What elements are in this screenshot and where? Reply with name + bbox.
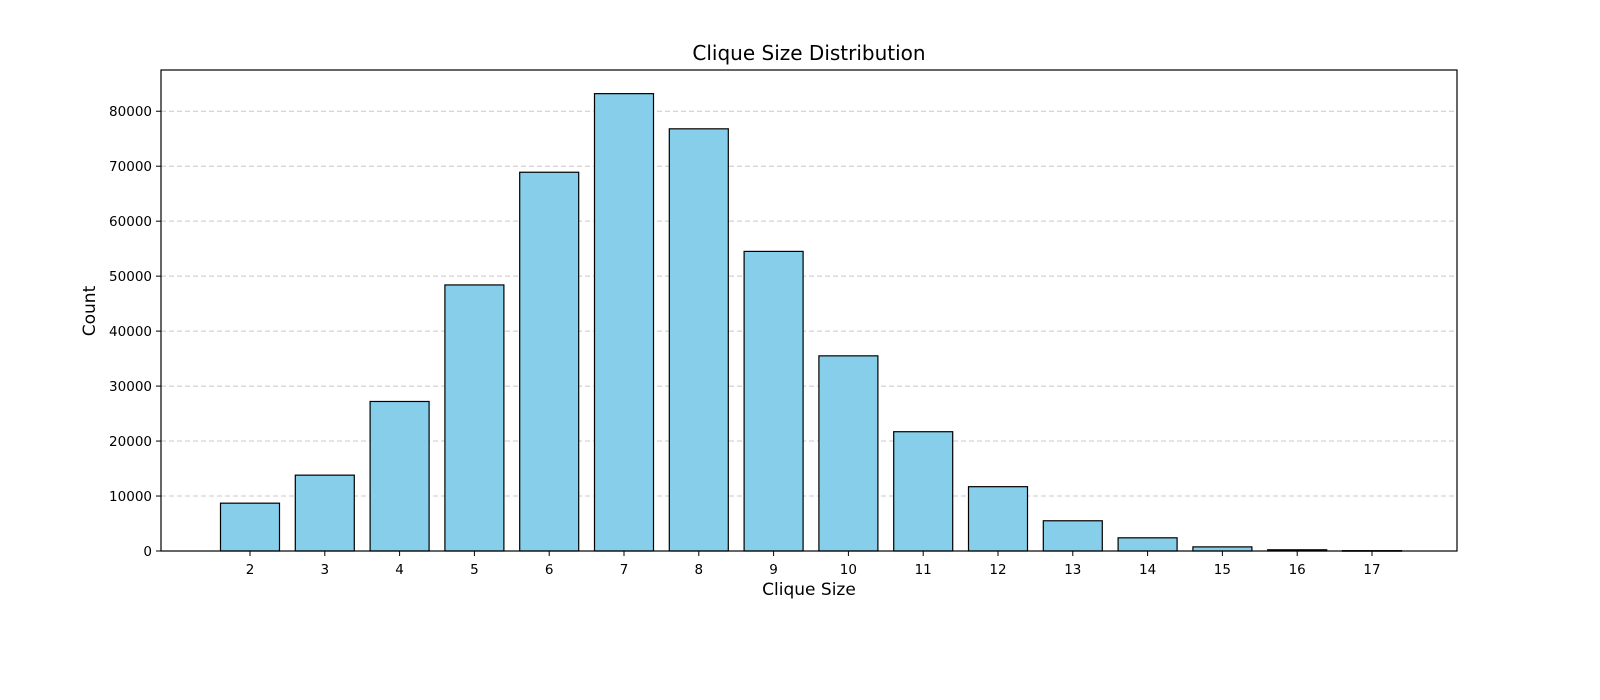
- x-tick-label: 4: [395, 562, 404, 578]
- x-tick-label: 8: [695, 562, 704, 578]
- y-tick-label: 70000: [109, 159, 152, 175]
- y-tick-label: 10000: [109, 489, 152, 505]
- bar-5: [444, 284, 505, 552]
- x-tick-label: 5: [470, 562, 479, 578]
- x-tick-label: 3: [321, 562, 330, 578]
- bar-10: [818, 355, 879, 552]
- plot-area-frame: [160, 69, 1458, 552]
- x-tick-label: 11: [915, 562, 932, 578]
- x-tick-label: 13: [1064, 562, 1081, 578]
- x-tick-label: 2: [246, 562, 255, 578]
- x-tick-label: 12: [989, 562, 1006, 578]
- bar-7: [593, 93, 655, 552]
- y-gridlines: [161, 110, 1457, 497]
- bar-12: [967, 486, 1029, 552]
- y-tick-label: 60000: [109, 214, 152, 230]
- y-axis-label: Count: [80, 285, 100, 336]
- x-tick-label: 17: [1363, 562, 1380, 578]
- bar-11: [893, 431, 954, 552]
- bar-4: [369, 400, 430, 552]
- x-axis-ticks: 2 3 4 5 6 7 8 9 10 11 12 13 14 15 16 17: [246, 551, 1381, 578]
- bar-13: [1042, 520, 1103, 552]
- x-tick-label: 14: [1139, 562, 1156, 578]
- chart-title: Clique Size Distribution: [692, 41, 925, 65]
- y-tick-label: 20000: [109, 434, 152, 450]
- bar-15: [1192, 546, 1253, 552]
- x-tick-label: 16: [1289, 562, 1306, 578]
- bar-2: [219, 502, 281, 552]
- x-tick-label: 9: [769, 562, 778, 578]
- bar-14: [1117, 537, 1178, 552]
- bar-8: [668, 128, 729, 552]
- bar-3: [294, 474, 355, 552]
- y-tick-label: 30000: [109, 379, 152, 395]
- y-tick-label: 40000: [109, 324, 152, 340]
- x-tick-label: 15: [1214, 562, 1231, 578]
- x-tick-label: 7: [620, 562, 629, 578]
- y-tick-label: 80000: [109, 104, 152, 120]
- x-tick-label: 6: [545, 562, 554, 578]
- y-axis-ticks: 0 10000 20000 30000 40000 50000 60000 70000 8000…: [109, 104, 161, 560]
- bars: [219, 93, 1403, 552]
- y-tick-label: 0: [143, 544, 152, 560]
- bar-6: [519, 171, 580, 552]
- x-tick-label: 10: [840, 562, 857, 578]
- y-tick-label: 50000: [109, 269, 152, 285]
- bar-9: [743, 250, 804, 552]
- x-axis-label: Clique Size: [762, 580, 856, 600]
